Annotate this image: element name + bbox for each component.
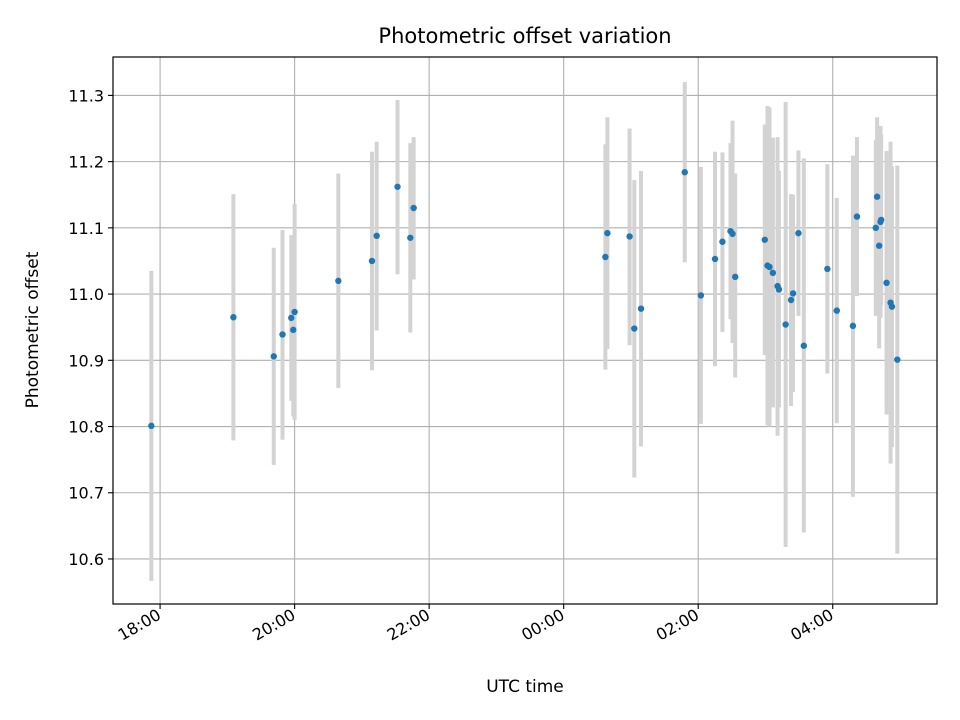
y-tick-label: 10.8 bbox=[68, 418, 104, 437]
data-point bbox=[631, 325, 638, 332]
y-tick-label: 10.9 bbox=[68, 351, 104, 370]
data-point bbox=[849, 322, 857, 330]
y-tick-label: 10.7 bbox=[68, 484, 104, 503]
data-point bbox=[795, 229, 802, 237]
data-point bbox=[407, 234, 414, 241]
data-point bbox=[877, 216, 885, 224]
data-point bbox=[291, 308, 298, 316]
data-point bbox=[833, 307, 840, 314]
data-point bbox=[800, 342, 808, 349]
y-tick-label: 11.3 bbox=[68, 86, 104, 105]
y-axis-ticks: 10.6 10.7 10.8 10.9 11.0 11.1 11.2 11.3 bbox=[68, 86, 113, 569]
data-point bbox=[732, 273, 739, 281]
data-point bbox=[368, 257, 376, 265]
data-point bbox=[270, 353, 277, 360]
plot-area-frame bbox=[112, 56, 938, 605]
data-point bbox=[824, 265, 831, 273]
data-point bbox=[769, 269, 777, 277]
data-point bbox=[853, 213, 861, 220]
data-point bbox=[782, 321, 789, 328]
data-point bbox=[373, 232, 380, 240]
y-tick-label: 10.6 bbox=[68, 550, 104, 569]
x-axis-label: UTC time bbox=[486, 677, 564, 697]
data-point bbox=[230, 314, 237, 321]
data-point bbox=[637, 305, 645, 312]
y-tick-label: 11.1 bbox=[68, 219, 104, 238]
data-point bbox=[761, 236, 769, 243]
data-point bbox=[602, 253, 609, 261]
data-point bbox=[288, 314, 295, 322]
y-tick-label: 11.0 bbox=[68, 285, 104, 304]
data-point bbox=[626, 233, 633, 240]
data-point bbox=[394, 183, 401, 190]
y-tick-label: 11.2 bbox=[68, 153, 104, 172]
data-point bbox=[711, 255, 719, 263]
data-point bbox=[697, 292, 705, 299]
data-point bbox=[888, 303, 896, 310]
data-point bbox=[604, 229, 611, 237]
data-point bbox=[775, 286, 783, 293]
data-points bbox=[148, 169, 901, 430]
data-point bbox=[335, 277, 342, 285]
data-point bbox=[894, 356, 901, 363]
data-point bbox=[729, 230, 736, 238]
y-axis-label: Photometric offset bbox=[23, 251, 43, 408]
data-point bbox=[787, 296, 795, 304]
data-point bbox=[883, 279, 890, 287]
data-point bbox=[148, 422, 155, 430]
chart-title: Photometric offset variation bbox=[378, 24, 671, 48]
data-point bbox=[875, 242, 883, 249]
data-point bbox=[410, 204, 417, 212]
data-point bbox=[872, 224, 879, 232]
data-point bbox=[681, 169, 688, 176]
data-point bbox=[719, 238, 726, 245]
data-point bbox=[766, 263, 773, 271]
data-point bbox=[873, 193, 881, 200]
data-point bbox=[279, 331, 286, 338]
data-point bbox=[789, 290, 797, 297]
data-point bbox=[290, 326, 297, 334]
